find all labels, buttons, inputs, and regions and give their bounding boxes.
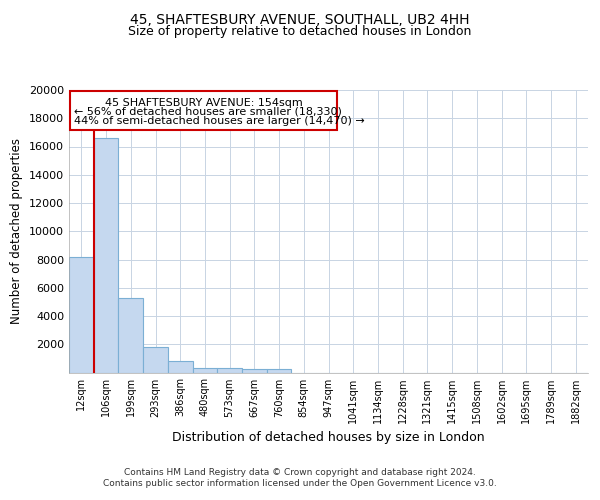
Bar <box>118 298 143 372</box>
Text: 45 SHAFTESBURY AVENUE: 154sqm: 45 SHAFTESBURY AVENUE: 154sqm <box>105 98 302 108</box>
Bar <box>143 347 168 372</box>
Text: Contains HM Land Registry data © Crown copyright and database right 2024.: Contains HM Land Registry data © Crown c… <box>124 468 476 477</box>
X-axis label: Distribution of detached houses by size in London: Distribution of detached houses by size … <box>172 431 485 444</box>
Bar <box>242 368 267 372</box>
Text: Size of property relative to detached houses in London: Size of property relative to detached ho… <box>128 25 472 38</box>
Bar <box>94 138 118 372</box>
Bar <box>69 256 94 372</box>
Text: ← 56% of detached houses are smaller (18,330): ← 56% of detached houses are smaller (18… <box>74 107 342 117</box>
FancyBboxPatch shape <box>70 92 337 130</box>
Text: 45, SHAFTESBURY AVENUE, SOUTHALL, UB2 4HH: 45, SHAFTESBURY AVENUE, SOUTHALL, UB2 4H… <box>130 12 470 26</box>
Text: Contains public sector information licensed under the Open Government Licence v3: Contains public sector information licen… <box>103 480 497 488</box>
Bar <box>168 361 193 372</box>
Bar <box>193 368 217 372</box>
Y-axis label: Number of detached properties: Number of detached properties <box>10 138 23 324</box>
Bar <box>267 368 292 372</box>
Text: 44% of semi-detached houses are larger (14,470) →: 44% of semi-detached houses are larger (… <box>74 116 365 126</box>
Bar <box>217 368 242 372</box>
